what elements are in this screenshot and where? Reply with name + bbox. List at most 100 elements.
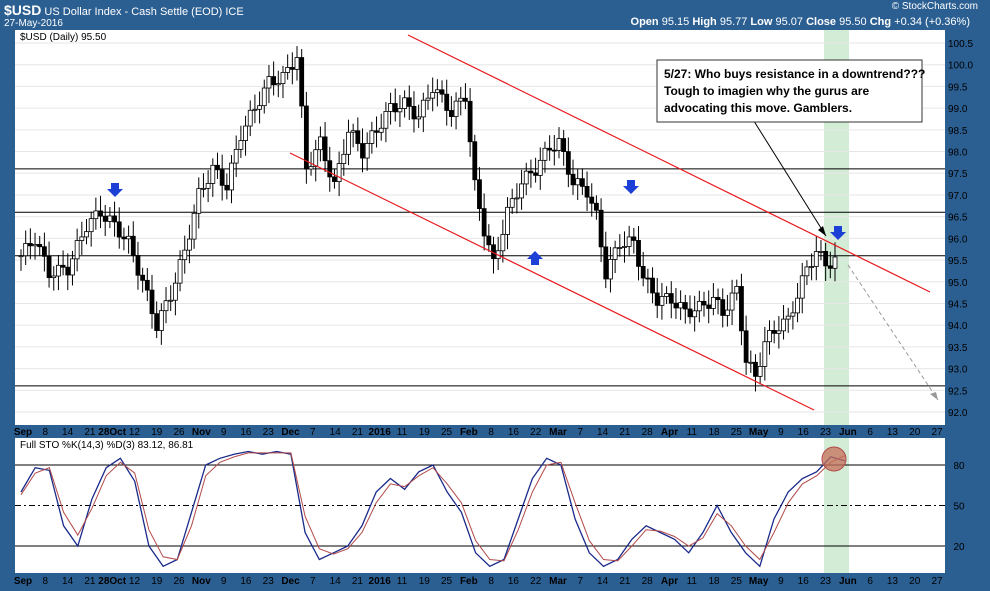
- x-tick-label: 9: [778, 576, 784, 587]
- price-tick-label: 100.5: [948, 39, 973, 50]
- down-arrow-icon: [830, 226, 846, 240]
- x-tick-label: Jun: [839, 427, 857, 438]
- price-tick-label: 94.5: [948, 299, 968, 310]
- x-tick-label: 6: [867, 576, 873, 587]
- candle-body: [88, 218, 94, 233]
- candle-body: [46, 255, 52, 279]
- candle-body: [23, 243, 29, 257]
- candle-body: [692, 310, 698, 318]
- candle-body: [210, 164, 216, 184]
- candle-body: [579, 178, 585, 187]
- candle-body: [420, 99, 426, 118]
- candle-body: [631, 236, 637, 241]
- annotation-line-2: Tough to imagien why the gurus are: [664, 84, 869, 98]
- candle-body: [41, 246, 47, 257]
- x-tick-label: 22: [530, 427, 542, 438]
- candle-body: [472, 141, 478, 181]
- x-tick-label: 8: [488, 427, 494, 438]
- candle-body: [533, 172, 538, 176]
- candle-body: [565, 151, 571, 175]
- candle-body: [636, 240, 641, 267]
- x-tick-label: May: [749, 576, 769, 587]
- candle-body: [654, 292, 660, 306]
- candle-body: [116, 221, 122, 238]
- candle-body: [486, 235, 492, 246]
- x-tick-label: 16: [240, 576, 252, 587]
- candle-body: [701, 300, 707, 306]
- candle-body: [79, 236, 85, 241]
- candle-body: [785, 315, 791, 320]
- candle-body: [458, 97, 464, 102]
- candle-body: [65, 266, 71, 276]
- candle-body: [509, 198, 515, 208]
- x-tick-label: 21: [352, 427, 364, 438]
- candle-body: [467, 100, 473, 143]
- x-tick-label: May: [749, 427, 769, 438]
- candle-body: [645, 277, 651, 280]
- projection-dashed-line: [847, 264, 939, 401]
- x-tick-label: Jun: [839, 576, 857, 587]
- candle-body: [392, 103, 398, 113]
- channel-lower-line: [289, 152, 815, 411]
- x-tick-label: 7: [578, 427, 584, 438]
- candle-body: [187, 238, 192, 251]
- chg-label: Chg: [869, 16, 892, 28]
- price-legend: $USD (Daily) 95.50: [20, 32, 107, 43]
- x-tick-label: 11: [687, 576, 698, 587]
- x-tick-label: 16: [798, 427, 810, 438]
- candle-body: [252, 108, 258, 111]
- up-arrow-icon: [527, 251, 543, 265]
- x-tick-label: 21: [619, 427, 631, 438]
- annotation-pointer-line: [751, 117, 827, 237]
- candle-body: [191, 212, 197, 240]
- candle-body: [617, 247, 623, 249]
- x-tick-label: Dec: [281, 427, 300, 438]
- candle-body: [238, 140, 244, 150]
- candle-body: [388, 103, 393, 112]
- candle-body: [318, 136, 323, 151]
- candle-body: [603, 246, 609, 280]
- as-of-date: 27-May-2016: [4, 18, 63, 29]
- candle-body: [813, 251, 819, 267]
- candle-body: [547, 147, 553, 151]
- candle-body: [275, 83, 281, 86]
- x-tick-label: 16: [798, 576, 810, 587]
- candle-body: [743, 330, 749, 363]
- x-tick-label: 9: [778, 427, 784, 438]
- instrument-name: US Dollar Index - Cash Settle (EOD): [44, 6, 223, 18]
- x-tick-label: 9: [221, 576, 227, 587]
- candle-body: [336, 163, 342, 182]
- x-tick-label: 26: [173, 576, 185, 587]
- candle-body: [781, 318, 786, 332]
- x-tick-label: 27: [931, 576, 943, 587]
- candle-body: [687, 308, 693, 318]
- price-tick-label: 96.5: [948, 213, 968, 224]
- watermark: © StockCharts.com: [891, 1, 978, 12]
- candle-body: [514, 197, 520, 200]
- candle-body: [664, 293, 669, 297]
- candle-body: [360, 143, 365, 159]
- candle-body: [121, 236, 127, 240]
- x-tick-label: Sep: [14, 427, 32, 438]
- candle-body: [346, 131, 351, 155]
- candle-body: [523, 170, 529, 185]
- x-tick-label: Nov: [192, 576, 211, 587]
- candle-body: [598, 209, 604, 248]
- candle-body: [135, 255, 141, 276]
- candle-body: [720, 299, 726, 316]
- candle-body: [790, 312, 796, 317]
- x-tick-label: 28Oct: [98, 576, 126, 587]
- x-tick-label: 2016: [369, 576, 392, 587]
- candle-body: [327, 160, 333, 178]
- sto-legend: Full STO %K(14,3) %D(3) 83.12, 86.81: [20, 440, 194, 451]
- x-tick-label: 6: [867, 427, 873, 438]
- candle-body: [594, 202, 599, 211]
- candle-body: [98, 210, 103, 217]
- candle-body: [804, 266, 810, 277]
- candle-body: [163, 300, 169, 312]
- x-tick-label: Apr: [661, 427, 678, 438]
- x-tick-label: Nov: [192, 427, 211, 438]
- sto-k-line: [20, 450, 846, 568]
- x-tick-label: 18: [709, 576, 721, 587]
- x-tick-label: 23: [820, 427, 832, 438]
